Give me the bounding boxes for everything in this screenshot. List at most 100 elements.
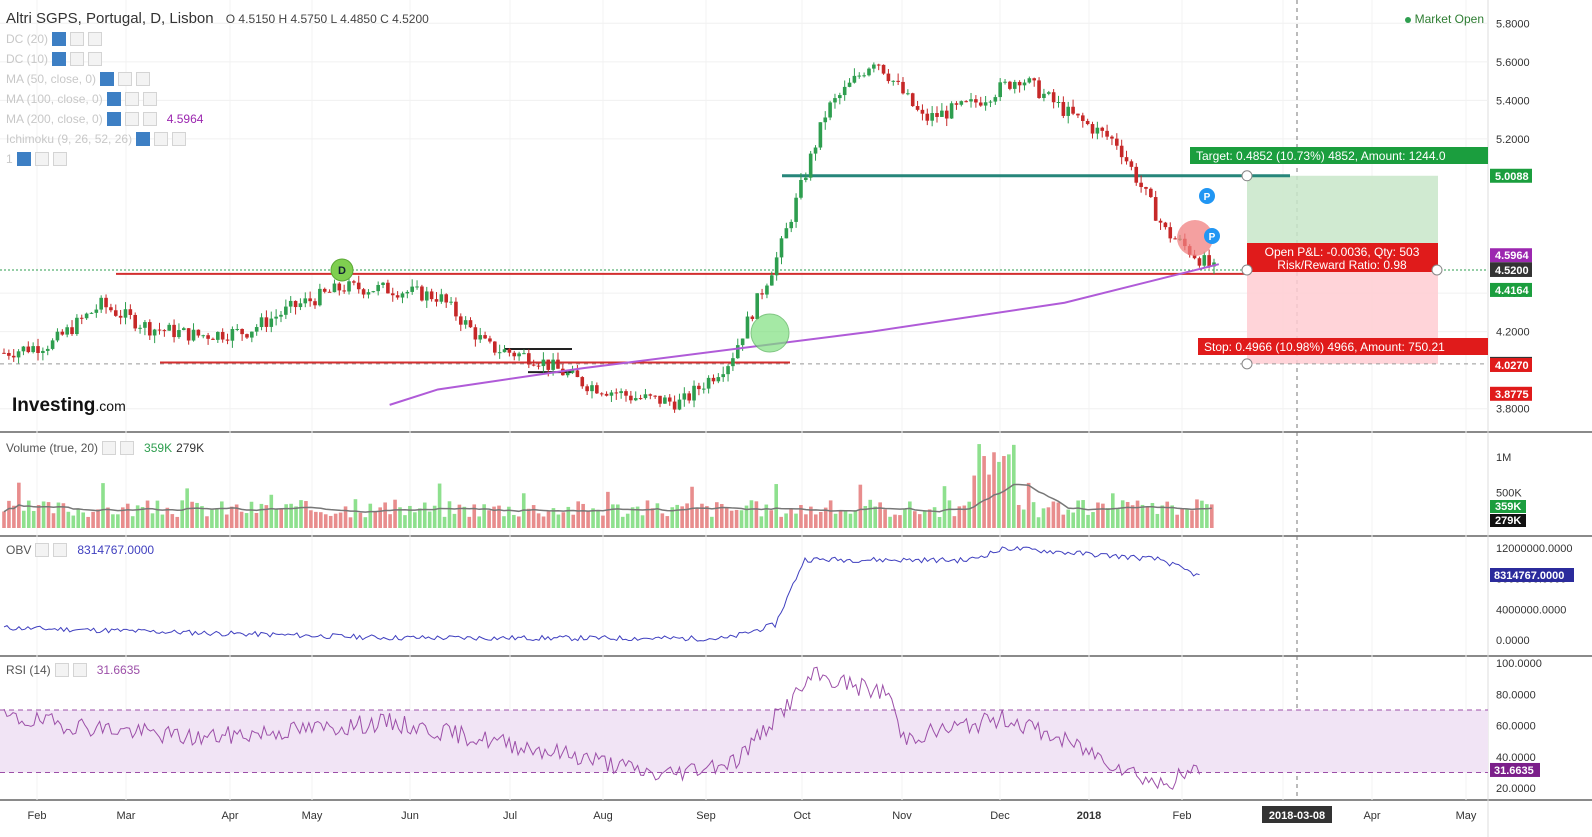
- candle-body: [663, 397, 667, 404]
- obv-line: [3, 546, 1200, 642]
- obv-tick-label: 12000000.0000: [1496, 543, 1572, 555]
- volume-bar: [764, 504, 769, 528]
- close-icon[interactable]: [172, 132, 187, 146]
- time-tick-label: 2018: [1077, 810, 1101, 822]
- volume-bar: [56, 502, 61, 528]
- volume-bar: [116, 514, 120, 528]
- rsi-tick-label: 80.0000: [1496, 689, 1536, 701]
- candle-body: [274, 316, 278, 319]
- close-icon[interactable]: [88, 52, 103, 66]
- eye-icon[interactable]: [106, 92, 121, 106]
- candle-body: [1119, 145, 1124, 158]
- volume-bar: [121, 507, 125, 528]
- settings-icon[interactable]: [54, 663, 69, 677]
- volume-bar: [46, 502, 51, 528]
- settings-icon[interactable]: [70, 32, 85, 46]
- volume-bar: [913, 511, 917, 528]
- settings-icon[interactable]: [35, 543, 50, 557]
- candle-body: [172, 324, 176, 338]
- volume-bar: [165, 507, 170, 528]
- eye-icon[interactable]: [100, 72, 115, 86]
- candle-body: [896, 80, 900, 82]
- volume-bar: [279, 508, 283, 528]
- close-icon[interactable]: [142, 112, 157, 126]
- volume-bar: [462, 506, 467, 528]
- candle-body: [629, 395, 633, 401]
- indicator-label[interactable]: DC (10): [6, 52, 49, 66]
- candle-body: [721, 374, 725, 378]
- close-icon[interactable]: [72, 663, 87, 677]
- settings-icon[interactable]: [124, 92, 139, 106]
- indicator-row[interactable]: DC (10): [6, 52, 103, 66]
- volume-bar: [517, 516, 521, 528]
- eye-icon[interactable]: [16, 152, 31, 166]
- volume-bar: [160, 514, 165, 528]
- volume-bar: [982, 456, 986, 528]
- indicator-label[interactable]: DC (20): [6, 32, 49, 46]
- indicator-row[interactable]: MA (50, close, 0): [6, 72, 151, 86]
- volume-bar: [81, 512, 85, 528]
- indicator-label[interactable]: MA (50, close, 0): [6, 72, 97, 86]
- close-icon[interactable]: [136, 72, 151, 86]
- candle-body: [123, 309, 128, 318]
- candle-body: [308, 298, 312, 302]
- volume-bar: [427, 511, 432, 528]
- indicator-row[interactable]: MA (100, close, 0): [6, 92, 157, 106]
- indicator-row[interactable]: 1: [6, 152, 67, 166]
- candle-body: [1163, 222, 1168, 228]
- close-icon[interactable]: [142, 92, 157, 106]
- settings-icon[interactable]: [70, 52, 85, 66]
- pattern-marker-label: P: [1204, 192, 1211, 203]
- chart-title[interactable]: Altri SGPS, Portugal, D, Lisbon: [6, 10, 214, 27]
- obv-label[interactable]: OBV: [6, 543, 32, 557]
- settings-icon[interactable]: [34, 152, 49, 166]
- indicator-row[interactable]: DC (20): [6, 32, 103, 46]
- indicator-label[interactable]: MA (100, close, 0): [6, 92, 103, 106]
- volume-bar: [759, 516, 764, 528]
- logo-suffix: .com: [95, 398, 126, 414]
- volume-bar: [210, 509, 214, 528]
- chart-header: Altri SGPS, Portugal, D, Lisbon O 4.5150…: [6, 10, 429, 27]
- eye-icon[interactable]: [52, 52, 67, 66]
- rsi-tick-label: 40.0000: [1496, 752, 1536, 764]
- eye-icon[interactable]: [136, 132, 151, 146]
- candle-body: [386, 282, 390, 294]
- close-icon[interactable]: [53, 543, 68, 557]
- indicator-row[interactable]: Ichimoku (9, 26, 52, 26): [6, 132, 187, 146]
- volume-bar: [487, 510, 491, 528]
- indicator-label[interactable]: 1: [6, 152, 13, 166]
- volume-bar: [1190, 510, 1194, 528]
- volume-ma-line: [3, 483, 1212, 513]
- close-icon[interactable]: [88, 32, 103, 46]
- volume-bar: [863, 505, 868, 528]
- settings-icon[interactable]: [124, 112, 139, 126]
- volume-bar: [1150, 502, 1155, 528]
- volume-label[interactable]: Volume (true, 20): [6, 441, 99, 455]
- volume-bar: [769, 510, 774, 528]
- volume-bar: [888, 516, 892, 528]
- settings-icon[interactable]: [102, 441, 117, 455]
- volume-bar: [1071, 512, 1075, 528]
- rsi-label[interactable]: RSI (14): [6, 663, 51, 677]
- candle-body: [1008, 81, 1012, 89]
- rsi-tick-label: 60.0000: [1496, 721, 1536, 733]
- close-icon[interactable]: [52, 152, 67, 166]
- indicator-label[interactable]: Ichimoku (9, 26, 52, 26): [6, 132, 133, 146]
- settings-icon[interactable]: [118, 72, 133, 86]
- volume-bar: [977, 444, 981, 528]
- candle-body: [288, 300, 293, 307]
- candle-body: [517, 353, 521, 357]
- close-icon[interactable]: [120, 441, 135, 455]
- indicator-label[interactable]: MA (200, close, 0): [6, 112, 103, 126]
- indicator-row[interactable]: MA (200, close, 0) 4.5964: [6, 112, 203, 126]
- trade-handle: [1241, 264, 1253, 276]
- eye-icon[interactable]: [52, 32, 67, 46]
- volume-bar: [106, 507, 110, 528]
- eye-icon[interactable]: [106, 112, 121, 126]
- candle-body: [672, 401, 677, 410]
- candle-body: [371, 291, 376, 293]
- settings-icon[interactable]: [154, 132, 169, 146]
- candle-body: [79, 317, 84, 319]
- volume-bar: [477, 516, 481, 528]
